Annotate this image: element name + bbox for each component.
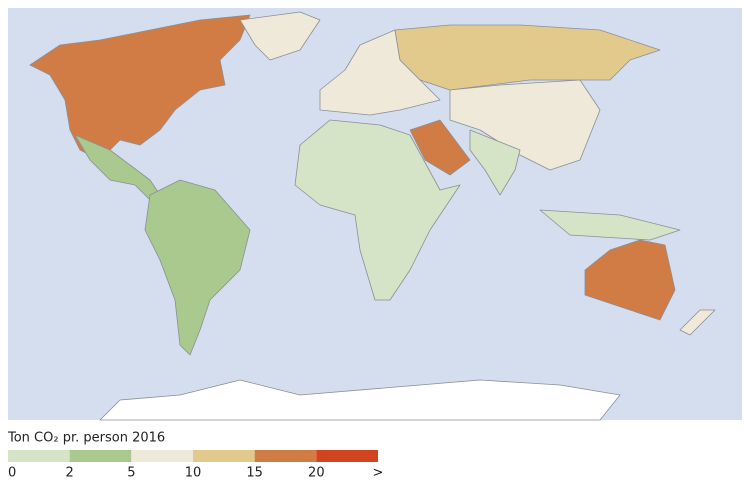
legend-swatch: [316, 450, 378, 462]
southeast-asia: [539, 209, 681, 241]
legend-tick-label: >: [373, 466, 384, 481]
south-america: [144, 179, 251, 356]
russia: [394, 24, 661, 91]
legend-tick-label: 5: [127, 466, 135, 481]
antarctica: [99, 379, 621, 421]
north-america: [29, 14, 251, 161]
australia: [584, 239, 676, 321]
legend-tick-label: 0: [8, 466, 16, 481]
legend-title: Ton CO₂ pr. person 2016: [7, 431, 165, 446]
legend-swatch: [254, 450, 317, 462]
legend-swatch: [69, 450, 132, 462]
legend: 0 2 5 10 15 20 >: [8, 450, 383, 481]
legend-swatch: [8, 450, 70, 462]
africa: [294, 119, 461, 301]
new-zealand: [679, 309, 716, 336]
india: [469, 129, 521, 196]
arabia: [409, 119, 471, 176]
greenland: [239, 11, 321, 61]
china: [449, 79, 601, 171]
legend-tick-label: 20: [308, 466, 325, 481]
legend-swatch: [193, 450, 255, 462]
legend-tick-label: 10: [185, 466, 202, 481]
legend-tick-label: 15: [246, 466, 263, 481]
legend-swatch: [131, 450, 193, 462]
map: [29, 11, 716, 421]
legend-tick-label: 2: [66, 466, 74, 481]
